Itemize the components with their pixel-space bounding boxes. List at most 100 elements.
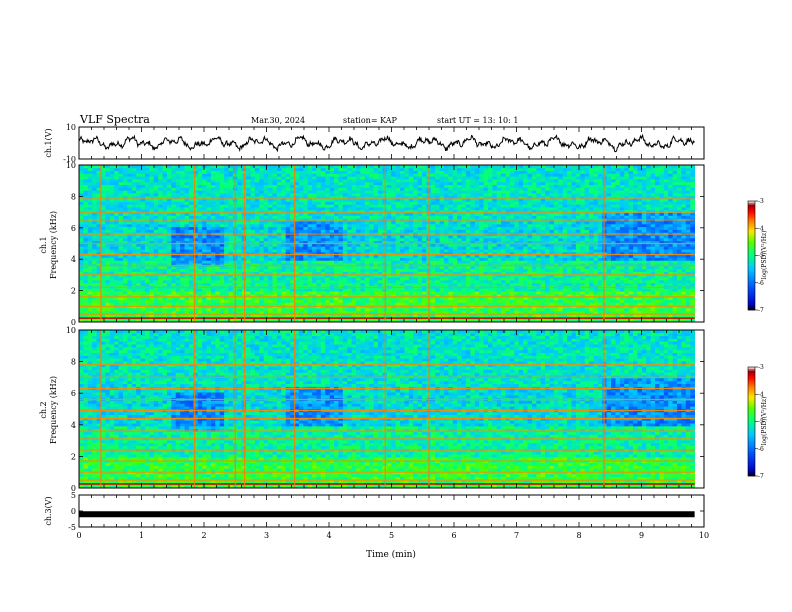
ch1-spectrogram-cell	[105, 291, 111, 295]
ch1-spectrogram-cell	[400, 235, 405, 239]
ch1-spectrogram-cell	[136, 291, 141, 295]
ch1-spectrogram-cell	[457, 293, 462, 298]
ch1-spectrogram-cell	[386, 274, 392, 278]
ch1-spectrogram-cell	[347, 313, 353, 317]
ch1-spectrogram-cell	[109, 235, 115, 239]
ch1-spectrogram-cell	[487, 223, 493, 228]
ch1-spectrogram-cell	[263, 240, 269, 244]
ch1-spectrogram-cell	[448, 240, 454, 244]
ch1-spectrogram-cell	[369, 246, 375, 250]
ch1-spectrogram-cell	[637, 246, 643, 250]
ch1-spectrogram-cell	[518, 299, 524, 303]
ch1-spectrogram-cell	[122, 302, 128, 306]
ch1-spectrogram-cell	[307, 251, 313, 256]
ch1-spectrogram-cell	[571, 240, 577, 244]
ch1-spectrogram-cell	[140, 288, 146, 292]
ch1-spectrogram-cell	[395, 282, 401, 286]
ch1-spectrogram-cell	[171, 265, 177, 270]
ch1-spectrogram-cell	[461, 251, 467, 256]
ch1-spectrogram-cell	[316, 263, 322, 267]
ch1-spectrogram-cell	[175, 223, 181, 228]
ch1-spectrogram-cell	[474, 277, 480, 281]
ch1-spectrogram-cell	[131, 237, 137, 242]
ch1-spectrogram-cell	[518, 296, 524, 300]
ch1-spectrogram-cell	[400, 260, 405, 264]
ch1-spectrogram-cell	[421, 313, 427, 317]
ch1-spectrogram-cell	[263, 260, 269, 264]
ch1-spectrogram-cell	[435, 260, 440, 264]
ch1-spectrogram-cell	[567, 296, 572, 300]
ch1-spectrogram-cell	[593, 223, 599, 228]
ch1-spectrogram-cell	[492, 271, 498, 275]
ch1-spectrogram-cell	[615, 268, 621, 272]
ch1-spectrogram-cell	[122, 254, 128, 258]
ch1-spectrogram-cell	[672, 302, 678, 306]
ch1-spectrogram-cell	[329, 251, 335, 256]
ch1-spectrogram-cell	[127, 260, 133, 264]
ch1-spectrogram-cell	[118, 268, 124, 272]
ch1-spectrogram-cell	[259, 251, 265, 256]
ch1-spectrogram-cell	[298, 299, 304, 303]
ch1-spectrogram-cell	[246, 263, 251, 267]
ch1-spectrogram-cell	[285, 310, 291, 314]
ch1-spectrogram-cell	[395, 251, 401, 256]
ch1-spectrogram-cell	[254, 310, 260, 314]
ch1-spectrogram-cell	[646, 254, 652, 258]
ch1-spectrogram-cell	[105, 254, 111, 258]
ch1-spectrogram-cell	[285, 226, 291, 230]
ch1-spectrogram-cell	[413, 229, 418, 233]
ch1-spectrogram-cell	[655, 237, 660, 242]
ch1-spectrogram-cell	[514, 274, 520, 278]
ch1-spectrogram-cell	[373, 274, 379, 278]
ch1-spectrogram-cell	[281, 240, 287, 244]
ch1-spectrogram-cell	[325, 288, 331, 292]
ch1-spectrogram-cell	[685, 279, 691, 284]
ch1-spectrogram-cell	[681, 226, 687, 230]
ch1-spectrogram-cell	[641, 237, 647, 242]
ch1-spectrogram-cell	[224, 313, 229, 317]
ch1-spectrogram-cell	[505, 319, 511, 323]
ch1-spectrogram-cell	[224, 293, 229, 298]
ch1-spectrogram-cell	[334, 291, 339, 295]
ch1-spectrogram-cell	[567, 307, 572, 312]
ch1-spectrogram-cell	[272, 265, 278, 270]
ch1-spectrogram-cell	[580, 243, 586, 247]
ch1-spectrogram-cell	[356, 293, 361, 298]
ch1-spectrogram-cell	[342, 299, 348, 303]
ch1-spectrogram-cell	[364, 271, 370, 275]
ch1-spectrogram-cell	[417, 240, 423, 244]
ch1-spectrogram-cell	[171, 254, 177, 258]
ch1-spectrogram-cell	[606, 302, 612, 306]
ch1-spectrogram-cell	[628, 271, 634, 275]
ch1-spectrogram-cell	[483, 319, 489, 323]
ch1-spectrogram-cell	[109, 246, 115, 250]
ch1-spectrogram-cell	[492, 249, 498, 253]
ch1-spectrogram-cell	[417, 293, 423, 298]
ch1-spectrogram-cell	[92, 260, 97, 264]
ch1-spectrogram-cell	[364, 288, 370, 292]
ch1-spectrogram-cell	[659, 302, 665, 306]
ch1-spectrogram-cell	[83, 249, 89, 253]
ch1-spectrogram-cell	[320, 237, 326, 242]
ch1-spectrogram-cell	[523, 249, 528, 253]
ch1-spectrogram-cell	[545, 291, 550, 295]
ch1-spectrogram-cell	[461, 263, 467, 267]
ch1-spectrogram-cell	[206, 277, 212, 281]
ch1-spectrogram-cell	[105, 237, 111, 242]
ch1-spectrogram-cell	[298, 271, 304, 275]
ch1-spectrogram-cell	[540, 291, 546, 295]
ch1-spectrogram-cell	[131, 282, 137, 286]
ch1-spectrogram-cell	[193, 251, 199, 256]
ch1-spectrogram-cell	[364, 296, 370, 300]
ch1-spectrogram-cell	[421, 240, 427, 244]
ch1-spectrogram-cell	[281, 251, 287, 256]
ch1-spectrogram-cell	[360, 271, 366, 275]
ch1-spectrogram-cell	[619, 313, 625, 317]
ch1-spectrogram-cell	[408, 226, 414, 230]
ch1-spectrogram-cell	[523, 319, 528, 323]
ch1-spectrogram-cell	[602, 277, 608, 281]
ch1-spectrogram-cell	[219, 235, 225, 239]
ch1-spectrogram-cell	[637, 271, 643, 275]
ch1-spectrogram-cell	[351, 240, 357, 244]
ch1-spectrogram-cell	[404, 296, 410, 300]
